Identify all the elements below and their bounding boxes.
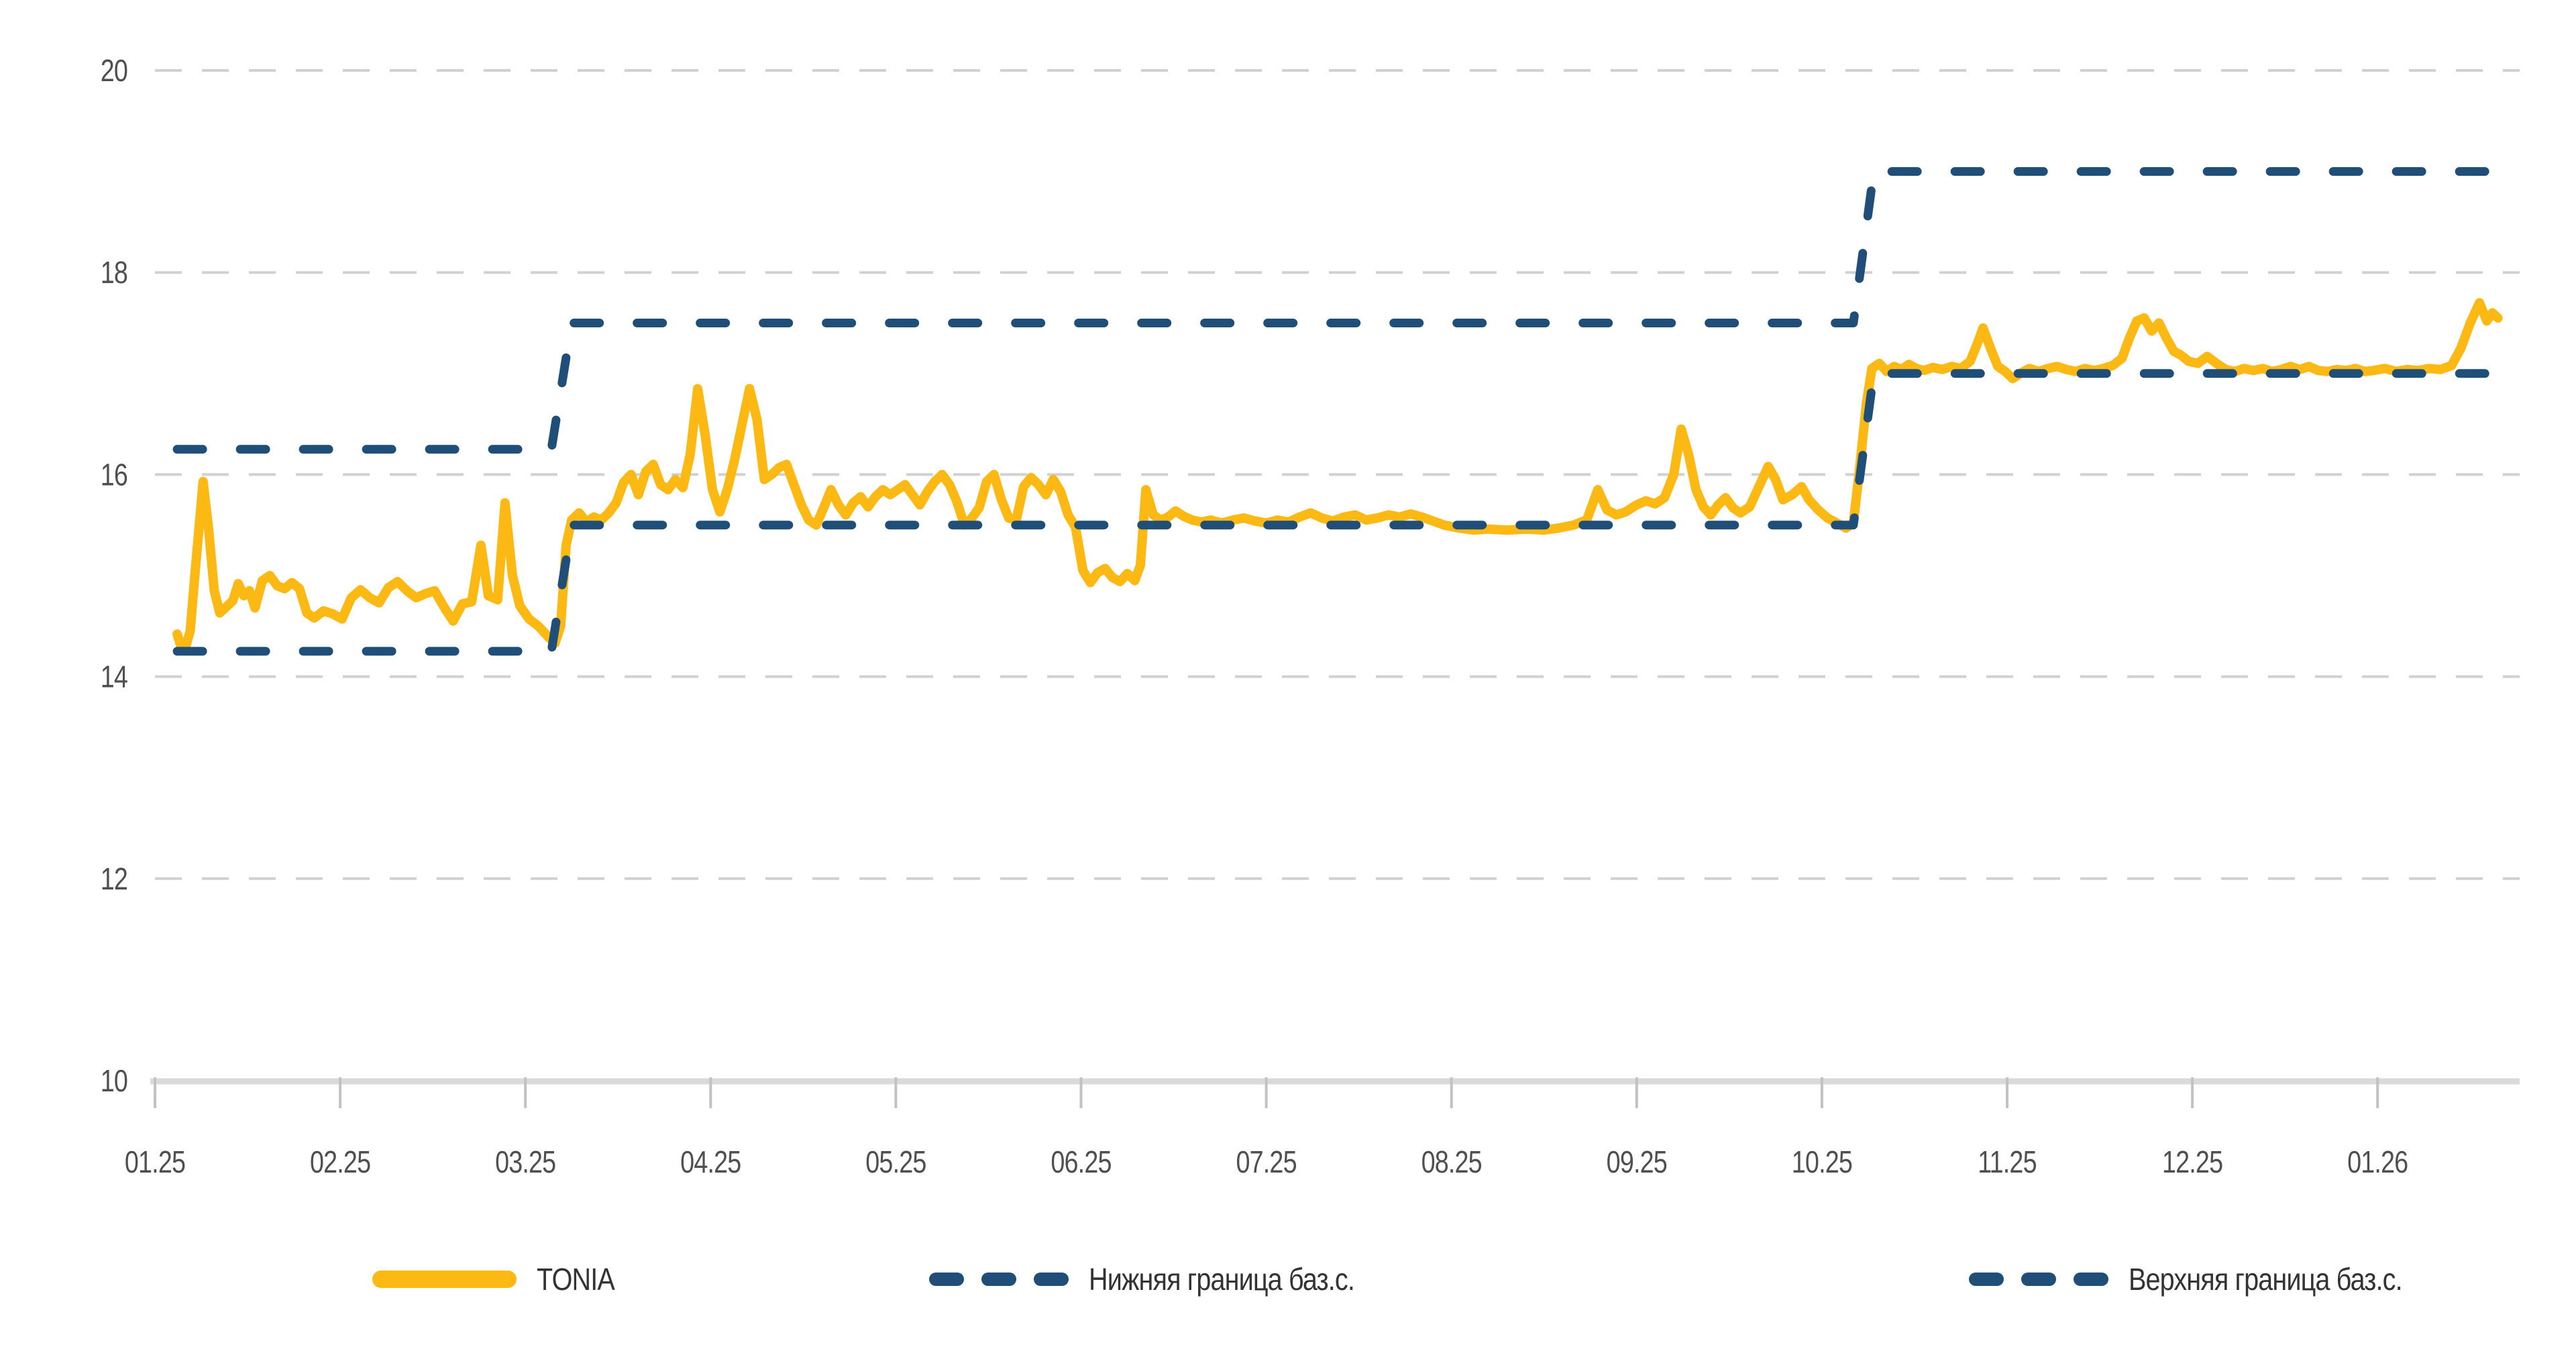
x-tick-label: 12.25 bbox=[2162, 1144, 2222, 1179]
x-tick-label: 09.25 bbox=[1607, 1144, 1667, 1179]
x-tick-label: 03.25 bbox=[495, 1144, 555, 1179]
y-tick-label: 20 bbox=[101, 53, 127, 87]
y-tick-label: 16 bbox=[101, 457, 127, 492]
y-tick-label: 10 bbox=[101, 1063, 127, 1097]
y-tick-label: 14 bbox=[101, 659, 128, 694]
lower-boundary-line bbox=[172, 369, 2514, 656]
x-tick-label: 04.25 bbox=[680, 1144, 741, 1179]
legend-item-lower-boundary: Нижняя граница баз.с. bbox=[929, 1256, 1397, 1303]
legend-label-tonia: TONIA bbox=[537, 1262, 615, 1297]
legend-item-tonia: TONIA bbox=[372, 1256, 627, 1303]
upper-boundary-dash-swatch bbox=[1969, 1273, 2108, 1286]
x-tick-label: 01.25 bbox=[125, 1144, 185, 1179]
x-tick-label: 06.25 bbox=[1051, 1144, 1111, 1179]
x-tick-label: 02.25 bbox=[310, 1144, 370, 1179]
x-tick-label: 10.25 bbox=[1792, 1144, 1852, 1179]
legend-item-upper-boundary: Верхняя граница баз.с. bbox=[1969, 1256, 2447, 1303]
upper-boundary-line bbox=[172, 167, 2514, 454]
y-tick-label: 18 bbox=[101, 256, 127, 290]
lower-boundary-dash-swatch bbox=[929, 1273, 1069, 1286]
tonia-line bbox=[172, 298, 2503, 655]
x-tick-label: 08.25 bbox=[1421, 1144, 1482, 1179]
x-tick-label: 05.25 bbox=[865, 1144, 926, 1179]
y-tick-label: 12 bbox=[101, 861, 127, 896]
chart-legend: TONIA Нижняя граница баз.с. Верхняя гран… bbox=[0, 1256, 2576, 1303]
x-tick-label: 11.25 bbox=[1978, 1144, 2036, 1179]
x-tick-label: 01.26 bbox=[2347, 1144, 2408, 1179]
legend-label-lower-boundary: Нижняя граница баз.с. bbox=[1089, 1262, 1355, 1297]
tonia-line-swatch bbox=[372, 1271, 517, 1288]
x-tick-label: 07.25 bbox=[1236, 1144, 1296, 1179]
legend-label-upper-boundary: Верхняя граница баз.с. bbox=[2129, 1262, 2403, 1297]
